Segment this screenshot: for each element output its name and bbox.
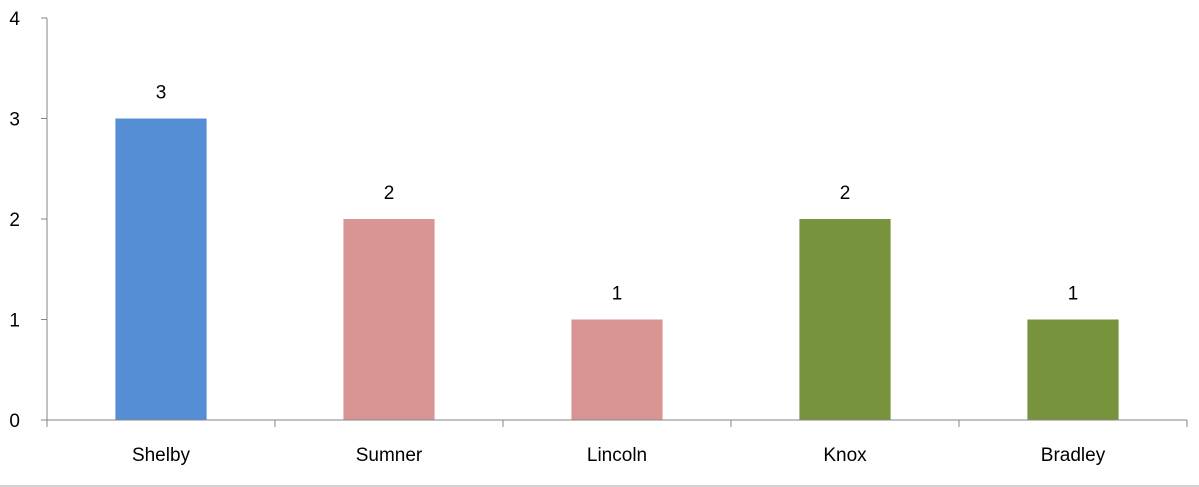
data-label-lincoln: 1 [612,284,623,305]
y-tick-label: 2 [9,210,20,231]
x-label-shelby: Shelby [132,445,191,466]
data-label-knox: 2 [840,183,851,204]
y-axis-ticks: 0 1 2 3 4 [9,9,1188,432]
y-tick-label: 3 [9,110,20,131]
y-tick-label: 0 [9,411,20,432]
data-label-bradley: 1 [1068,284,1079,305]
data-label-sumner: 2 [384,183,395,204]
data-label-shelby: 3 [156,83,167,104]
x-label-sumner: Sumner [356,445,423,466]
bar-lincoln [571,319,663,420]
bars [115,118,1119,420]
bar-bradley [1027,319,1119,420]
x-label-lincoln: Lincoln [587,445,647,466]
y-tick-label: 4 [9,9,20,30]
bar-knox [799,219,891,420]
data-labels: 3 2 1 2 1 [156,83,1079,305]
y-tick-label: 1 [9,311,20,332]
x-label-knox: Knox [823,445,867,466]
x-label-bradley: Bradley [1041,445,1106,466]
bar-shelby [115,118,207,420]
bar-sumner [343,219,435,420]
x-axis-labels: Shelby Sumner Lincoln Knox Bradley [132,445,1106,466]
